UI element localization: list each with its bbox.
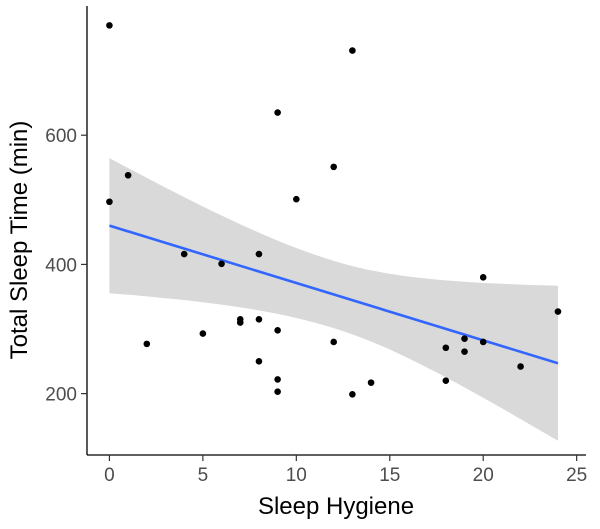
data-point bbox=[274, 388, 281, 395]
data-point bbox=[255, 358, 263, 365]
data-point bbox=[461, 335, 468, 343]
y-axis-title: Total Sleep Time (min) bbox=[6, 121, 33, 360]
data-point bbox=[274, 109, 281, 116]
data-point bbox=[349, 390, 356, 398]
x-tick-label: 25 bbox=[566, 465, 587, 486]
data-point bbox=[442, 377, 450, 385]
tick-labels: 0 5 10 15 20 25 200 400 600 bbox=[45, 126, 587, 486]
x-tick-label: 10 bbox=[286, 465, 307, 486]
data-point bbox=[255, 316, 263, 323]
data-points bbox=[106, 22, 562, 398]
data-point bbox=[367, 379, 375, 386]
x-tick-label: 15 bbox=[379, 465, 400, 486]
data-point bbox=[106, 198, 113, 206]
data-point bbox=[479, 338, 487, 346]
y-tick-label: 600 bbox=[45, 126, 77, 147]
data-point bbox=[124, 171, 132, 179]
data-point bbox=[180, 250, 188, 258]
confidence-band bbox=[109, 158, 559, 441]
x-axis-title: Sleep Hygiene bbox=[258, 493, 414, 520]
data-point bbox=[218, 260, 225, 268]
data-point bbox=[274, 376, 281, 383]
data-point bbox=[442, 344, 450, 352]
axes bbox=[81, 6, 586, 461]
data-point bbox=[349, 47, 356, 54]
data-point bbox=[461, 348, 468, 355]
data-point bbox=[236, 319, 244, 326]
data-point bbox=[330, 338, 337, 346]
confidence-band-layer bbox=[109, 158, 559, 441]
y-tick-label: 400 bbox=[45, 255, 77, 276]
data-point bbox=[255, 250, 263, 258]
data-point bbox=[517, 363, 524, 370]
data-point bbox=[479, 274, 487, 281]
data-point bbox=[199, 330, 207, 337]
x-tick-label: 5 bbox=[198, 465, 209, 486]
data-point bbox=[274, 327, 281, 334]
data-point bbox=[293, 195, 300, 203]
data-point bbox=[106, 22, 113, 29]
x-tick-label: 0 bbox=[104, 465, 115, 486]
data-point bbox=[330, 163, 337, 171]
y-tick-label: 200 bbox=[45, 385, 77, 406]
data-point bbox=[143, 340, 151, 348]
x-tick-label: 20 bbox=[473, 465, 494, 486]
data-point bbox=[554, 308, 562, 315]
